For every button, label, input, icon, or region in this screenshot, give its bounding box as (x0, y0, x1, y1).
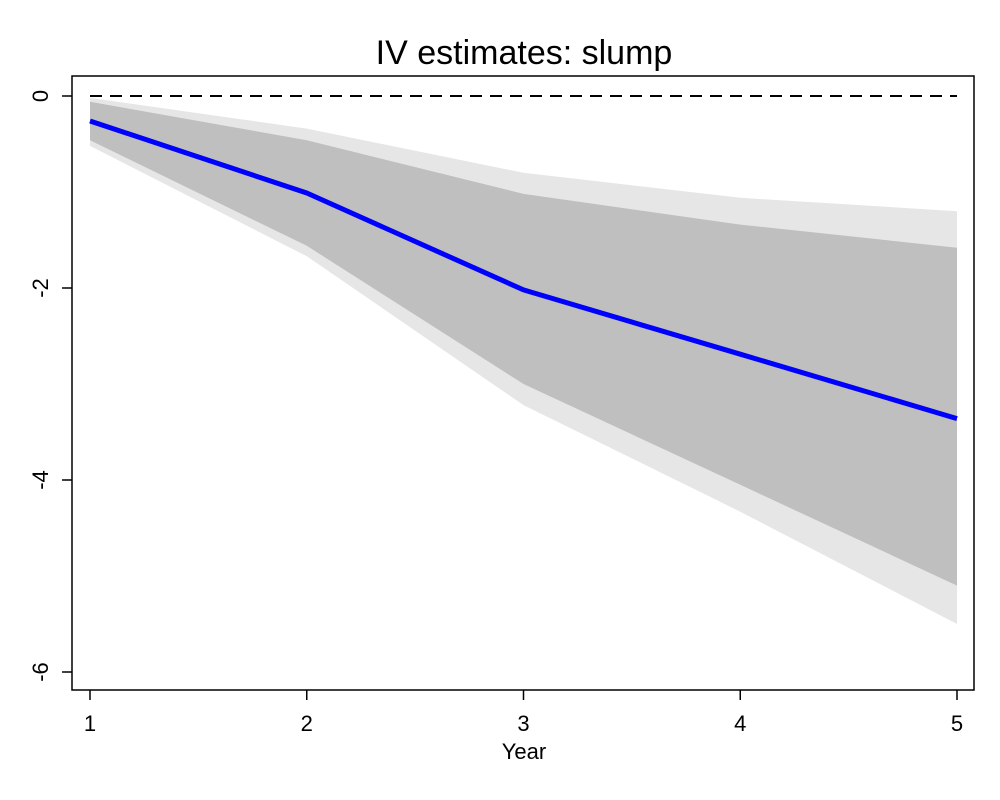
y-tick-label: -6 (28, 662, 53, 682)
y-tick-label: -2 (28, 278, 53, 298)
y-axis: 0 -2 -4 -6 (28, 90, 72, 682)
inner-confidence-band (90, 101, 957, 586)
series-line-estimate (89, 118, 958, 421)
x-axis-title: Year (502, 739, 546, 764)
x-tick-label: 5 (951, 711, 963, 736)
x-tick-label: 3 (517, 711, 529, 736)
chart-title: IV estimates: slump (376, 34, 673, 72)
confidence-bands (90, 97, 957, 624)
x-tick-label: 1 (84, 711, 96, 736)
x-tick-label: 2 (301, 711, 313, 736)
series-layer (89, 118, 958, 421)
x-tick-label: 4 (734, 711, 746, 736)
y-tick-label: 0 (28, 90, 53, 102)
y-tick-label: -4 (28, 470, 53, 490)
x-axis: 1 2 3 4 5 (84, 690, 963, 736)
